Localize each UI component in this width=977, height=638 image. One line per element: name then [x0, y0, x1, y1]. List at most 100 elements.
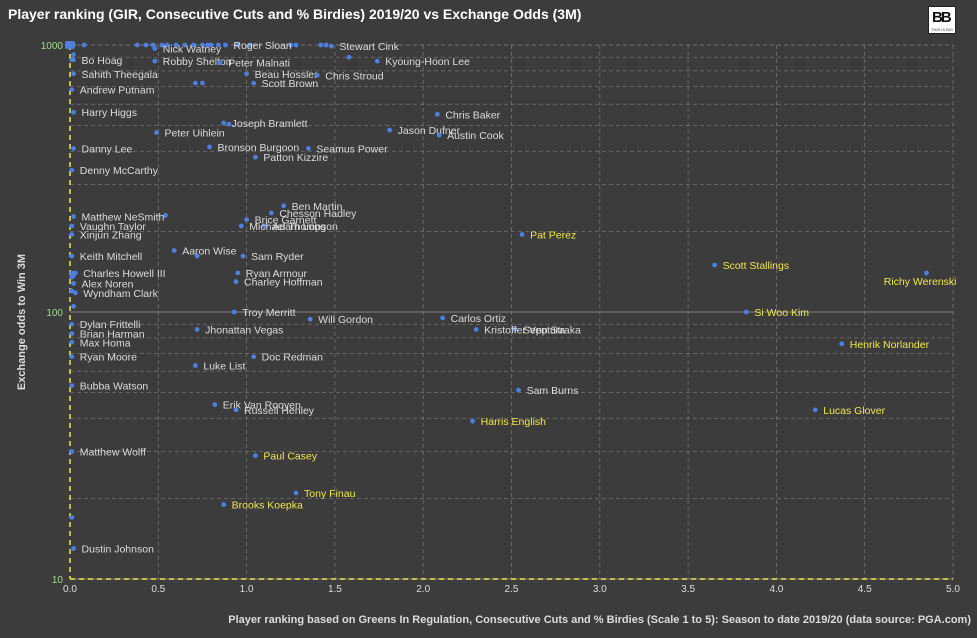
data-point [314, 72, 320, 78]
data-point [470, 418, 476, 424]
data-point [318, 42, 324, 48]
point-label: Lucas Glover [823, 405, 885, 417]
point-label: Michael Thompson [249, 221, 338, 233]
point-label: Si Woo Kim [754, 307, 809, 319]
data-point [143, 42, 149, 48]
point-label: Aaron Wise [182, 245, 236, 257]
data-point [152, 58, 158, 64]
point-label: Harris English [481, 416, 547, 428]
data-point [182, 42, 188, 48]
data-point [69, 223, 75, 229]
data-point [69, 515, 75, 520]
point-label: Max Homa [80, 337, 131, 349]
data-point [251, 354, 257, 360]
point-label: Henrik Norlander [850, 339, 930, 351]
point-label: Charley Hoffman [244, 277, 323, 289]
data-point [440, 315, 446, 321]
data-point [323, 42, 329, 48]
data-point [235, 270, 241, 276]
logo-mark: BB [932, 9, 952, 26]
point-label: Joseph Bramlett [232, 118, 308, 130]
point-label: Chesson Hadley [279, 208, 357, 220]
data-point [743, 309, 749, 315]
data-point [217, 60, 223, 65]
data-point [235, 42, 241, 48]
data-point [212, 402, 218, 407]
point-label: Paul Casey [263, 451, 317, 463]
x-tick-label: 1.5 [328, 584, 342, 595]
point-label: Bo Hoag [82, 55, 123, 67]
point-label: Sahith Theegala [82, 69, 158, 81]
point-label: Russell Henley [244, 405, 315, 417]
data-point [233, 279, 239, 284]
x-tick-label: 2.5 [505, 584, 519, 595]
data-point [205, 42, 211, 48]
point-label: Alex Noren [82, 278, 134, 290]
point-label: Beau Hossler [255, 69, 319, 81]
point-label: Scott Stallings [723, 260, 790, 272]
point-label: Jhonattan Vegas [205, 324, 283, 336]
data-point [81, 42, 87, 48]
x-tick-label: 4.0 [769, 584, 783, 595]
data-point [69, 449, 75, 455]
axes: 0.0 0.5 1.0 1.5 2.0 2.5 3.0 3.5 4.0 4.5 5.0 10 100 10… [41, 41, 961, 595]
x-tick-label: 2.0 [416, 584, 430, 595]
data-point [281, 203, 287, 209]
data-point [71, 57, 76, 63]
x-tick-label: 5.0 [946, 584, 960, 595]
data-point [473, 327, 479, 332]
data-point [226, 121, 232, 127]
point-label: Denny McCarthy [80, 165, 159, 177]
data-point [293, 42, 299, 48]
data-point [69, 339, 75, 345]
data-point [374, 58, 380, 64]
data-point [306, 145, 311, 151]
point-label: Dylan Frittelli [80, 319, 141, 331]
data-point [268, 210, 274, 216]
data-point [71, 303, 76, 309]
data-point [221, 502, 227, 507]
data-point [253, 453, 258, 458]
data-point [839, 341, 845, 347]
point-label: Kristoffer Ventura [484, 324, 565, 336]
data-point [244, 217, 250, 222]
data-point [164, 42, 170, 48]
data-point [71, 214, 76, 219]
data-point [72, 270, 78, 276]
point-label: Erik Van Rooyen [223, 400, 301, 412]
data-point [69, 232, 75, 237]
data-point [69, 321, 75, 327]
data-point [434, 111, 440, 117]
point-label: Will Gordon [318, 314, 373, 326]
point-label: Wyndham Clark [83, 288, 158, 300]
point-label: Stewart Cink [339, 41, 399, 53]
data-point [207, 144, 212, 150]
point-label: Brice Garnett [255, 215, 317, 227]
point-label: Brooks Koepka [232, 500, 303, 512]
grid-lines [70, 44, 954, 580]
point-label: Robby Shelton [163, 56, 232, 68]
data-point [71, 280, 76, 286]
point-label: Doc Redman [262, 352, 323, 364]
data-point [328, 43, 334, 49]
data-point [69, 331, 75, 337]
data-point [346, 54, 352, 60]
point-label: Vaughn Taylor [80, 221, 147, 233]
point-label: Sepp Straka [523, 324, 581, 336]
data-point [253, 154, 258, 160]
data-point [512, 327, 518, 332]
data-point [159, 42, 165, 48]
point-label: Austin Cook [447, 130, 504, 142]
data-point [192, 80, 198, 86]
data-point [712, 262, 717, 268]
data-point [192, 363, 198, 368]
chart-title: Player ranking (GIR, Consecutive Cuts an… [8, 6, 582, 22]
point-label: Jason Dufner [398, 125, 461, 137]
data-point [307, 316, 313, 322]
point-label: Troy Merritt [242, 307, 295, 319]
data-point [71, 71, 76, 77]
chart-marks: Roger Sloan Stewart Cink Nick Watney Bo Hoa… [65, 40, 957, 556]
point-label: Charles Howell III [83, 268, 165, 280]
point-label: Harry Higgs [82, 107, 137, 119]
